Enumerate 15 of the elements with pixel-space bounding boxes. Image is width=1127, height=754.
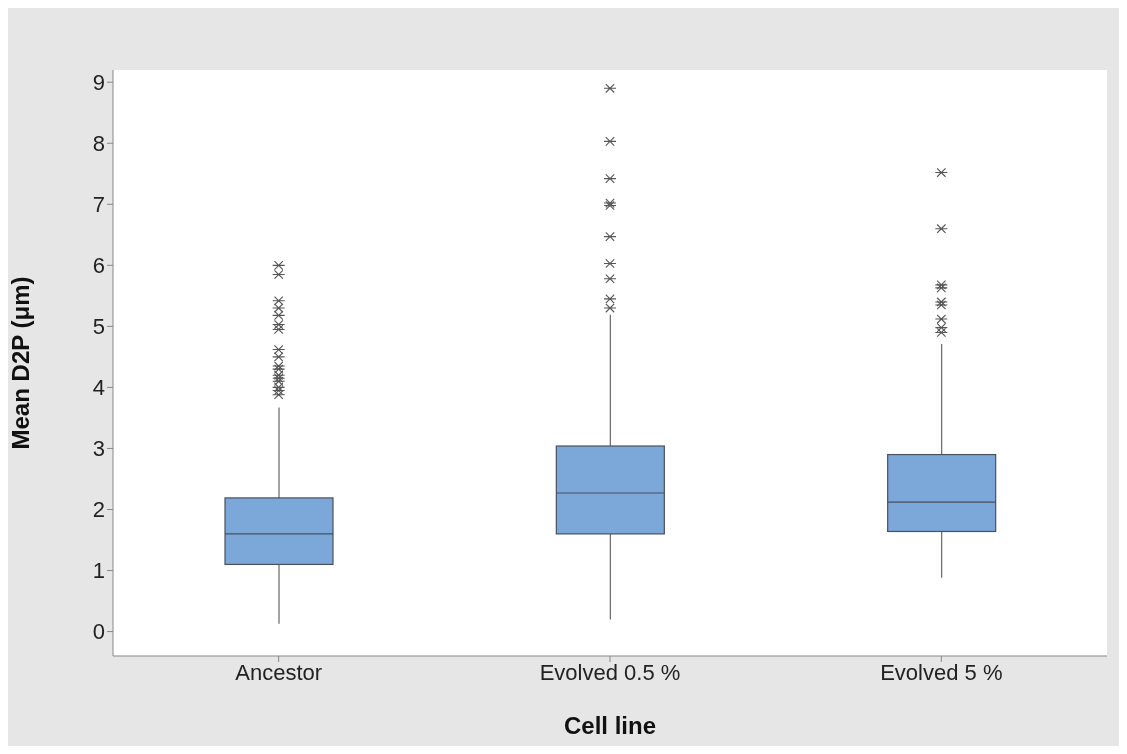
y-axis-title: Mean D2P (μm) <box>6 276 34 450</box>
x-tick-label: Evolved 0.5 % <box>539 659 681 685</box>
y-tick-label: 6 <box>92 253 105 279</box>
y-tick-label: 4 <box>92 375 105 401</box>
y-tick-label: 9 <box>92 70 105 96</box>
x-tick-label: Ancestor <box>235 659 323 685</box>
x-tick-label: Evolved 5 % <box>880 659 1003 685</box>
x-axis-title: Cell line <box>563 712 657 739</box>
y-tick-label: 0 <box>92 619 105 645</box>
y-tick-label: 8 <box>92 131 105 157</box>
y-tick-label: 2 <box>92 497 105 523</box>
y-tick-label: 5 <box>92 314 105 340</box>
y-tick-label: 7 <box>92 192 105 218</box>
y-tick-label: 1 <box>92 558 105 584</box>
y-tick-label: 3 <box>92 436 105 462</box>
